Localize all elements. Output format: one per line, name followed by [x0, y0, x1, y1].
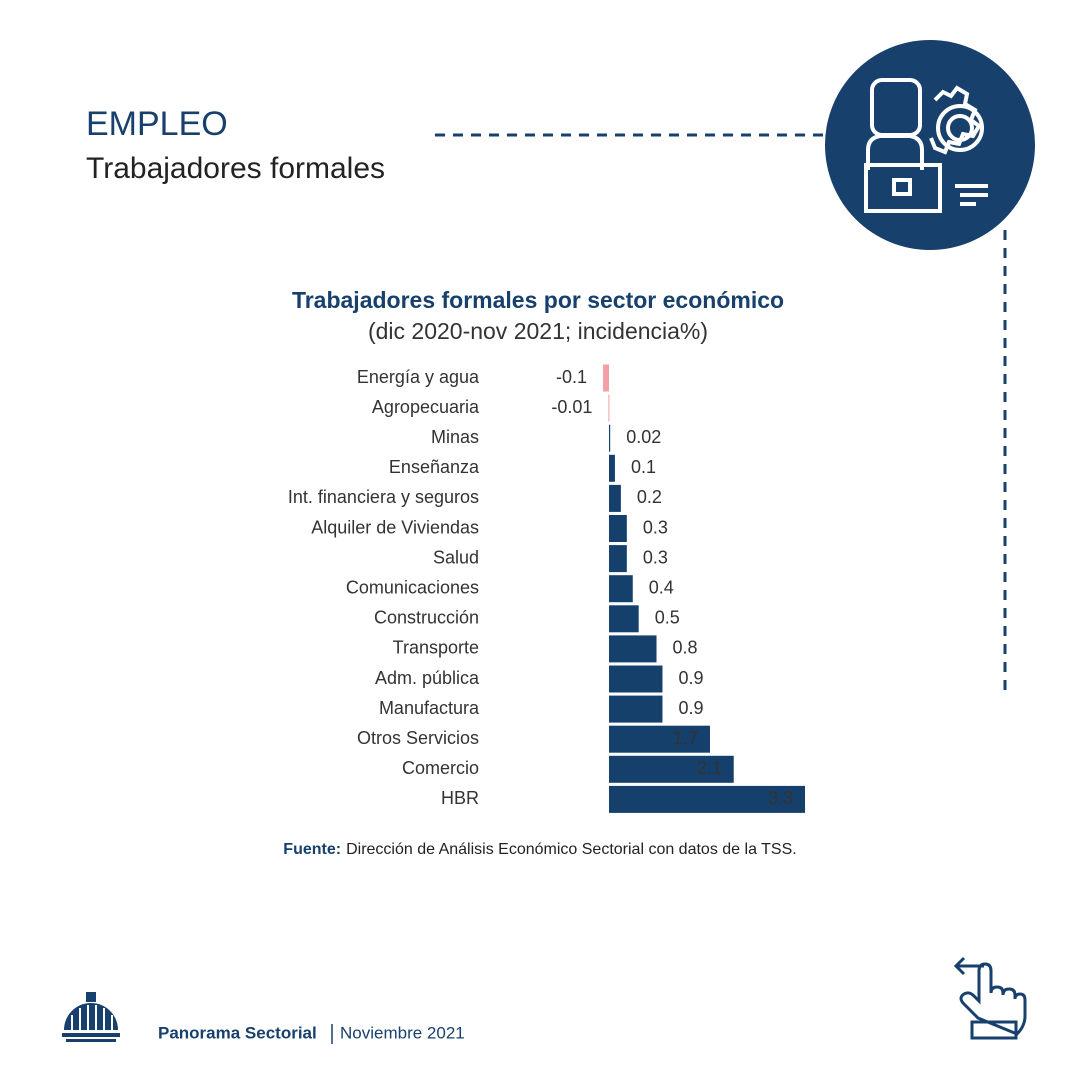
- value-label: 0.5: [655, 608, 680, 628]
- category-label: Minas: [431, 427, 479, 447]
- bar: [609, 424, 611, 452]
- value-label: 0.9: [678, 698, 703, 718]
- source-text: Dirección de Análisis Económico Sectoria…: [346, 841, 797, 858]
- value-label: 0.2: [637, 487, 662, 507]
- category-label: Salud: [433, 547, 479, 567]
- bar: [609, 785, 806, 813]
- source-label: Fuente:: [283, 841, 341, 858]
- category-label: Int. financiera y seguros: [288, 487, 479, 507]
- category-label: Manufactura: [379, 698, 480, 718]
- value-label: 0.02: [626, 427, 661, 447]
- bar: [609, 484, 621, 512]
- category-label: Comunicaciones: [346, 577, 479, 597]
- value-label: 0.9: [678, 668, 703, 688]
- bar: [609, 755, 734, 783]
- value-label: 0.3: [643, 547, 668, 567]
- value-label: 3.3: [768, 788, 793, 808]
- category-label: Comercio: [402, 758, 479, 778]
- category-label: HBR: [441, 788, 479, 808]
- bar: [609, 695, 663, 723]
- page-subtitle: Trabajadores formales: [86, 152, 385, 185]
- swipe-icon: [953, 956, 1027, 1040]
- sector-icon: [825, 40, 1035, 250]
- chart-subtitle: (dic 2020-nov 2021; incidencia%): [368, 318, 708, 344]
- value-label: 0.3: [643, 517, 668, 537]
- bar: [609, 454, 615, 482]
- category-label: Agropecuaria: [372, 397, 480, 417]
- category-label: Energía y agua: [357, 367, 480, 387]
- category-label: Otros Servicios: [357, 728, 479, 748]
- value-label: 1.7: [673, 728, 698, 748]
- category-label: Construcción: [374, 608, 479, 628]
- bar: [609, 575, 633, 603]
- category-label: Adm. pública: [375, 668, 480, 688]
- chart-title: Trabajadores formales por sector económi…: [292, 287, 784, 313]
- bar: [609, 515, 627, 542]
- category-label: Transporte: [393, 638, 479, 658]
- bar-chart: Energía y agua -0.1 Agropecuaria -0.01 Minas…: [288, 364, 806, 813]
- bar: [609, 635, 657, 663]
- bar: [608, 394, 610, 422]
- value-label: 0.4: [649, 577, 674, 597]
- bar: [609, 605, 639, 633]
- page-title: EMPLEO: [86, 105, 228, 143]
- value-label: 2.1: [697, 758, 722, 778]
- category-label: Enseñanza: [389, 457, 480, 477]
- value-label: 0.8: [673, 638, 698, 658]
- bar: [609, 725, 710, 753]
- category-label: Alquiler de Viviendas: [311, 517, 479, 537]
- footer-publication: Panorama Sectorial: [158, 1023, 317, 1042]
- value-label: -0.1: [556, 367, 587, 387]
- value-label: 0.1: [631, 457, 656, 477]
- bar: [609, 665, 663, 693]
- bar: [609, 545, 627, 573]
- bar: [603, 364, 609, 392]
- source: Fuente: Dirección de Análisis Económico S…: [283, 841, 796, 858]
- logo: [62, 992, 120, 1042]
- footer-date: Noviembre 2021: [340, 1023, 465, 1042]
- value-label: -0.01: [551, 397, 592, 417]
